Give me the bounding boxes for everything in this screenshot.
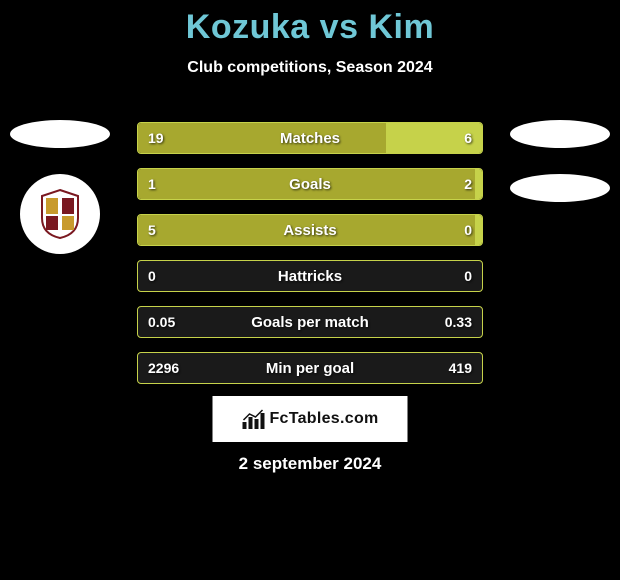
avatar-placeholder-ellipse — [510, 174, 610, 202]
right-avatar-column — [510, 120, 610, 228]
vs-text: vs — [320, 8, 359, 46]
bar-right-fill — [475, 169, 482, 199]
stat-row: 19 Matches 6 — [137, 122, 483, 154]
bar-chart-icon — [241, 408, 265, 430]
player-b: Kim — [368, 8, 434, 46]
stat-label: Hattricks — [138, 261, 482, 291]
footer-date: 2 september 2024 — [0, 454, 620, 474]
stats-bars: 19 Matches 6 1 Goals 2 5 Assists 0 0 Hat… — [137, 122, 483, 398]
bar-right-fill — [475, 215, 482, 245]
stat-right-value: 0 — [464, 261, 472, 291]
stat-row: 2296 Min per goal 419 — [137, 352, 483, 384]
stat-left-value: 0.05 — [148, 307, 175, 337]
club-crest-icon — [20, 174, 100, 254]
bar-right-fill — [386, 123, 482, 153]
brand-link[interactable]: FcTables.com — [213, 396, 408, 442]
stat-row: 5 Assists 0 — [137, 214, 483, 246]
bar-left-fill — [138, 123, 386, 153]
stat-label: Goals per match — [138, 307, 482, 337]
stat-label: Min per goal — [138, 353, 482, 383]
avatar-placeholder-ellipse — [510, 120, 610, 148]
stat-row: 0.05 Goals per match 0.33 — [137, 306, 483, 338]
page-title: Kozuka vs Kim — [0, 0, 620, 47]
stat-right-value: 419 — [449, 353, 472, 383]
stat-right-value: 0.33 — [445, 307, 472, 337]
brand-label: FcTables.com — [269, 410, 378, 428]
stat-left-value: 2296 — [148, 353, 179, 383]
bar-left-fill — [138, 215, 475, 245]
stat-row: 0 Hattricks 0 — [137, 260, 483, 292]
stat-left-value: 0 — [148, 261, 156, 291]
bar-left-fill — [138, 169, 475, 199]
stat-row: 1 Goals 2 — [137, 168, 483, 200]
player-a: Kozuka — [186, 8, 310, 46]
avatar-placeholder-ellipse — [10, 120, 110, 148]
subtitle: Club competitions, Season 2024 — [0, 59, 620, 77]
shield-icon — [38, 188, 82, 240]
left-avatar-column — [10, 120, 110, 254]
